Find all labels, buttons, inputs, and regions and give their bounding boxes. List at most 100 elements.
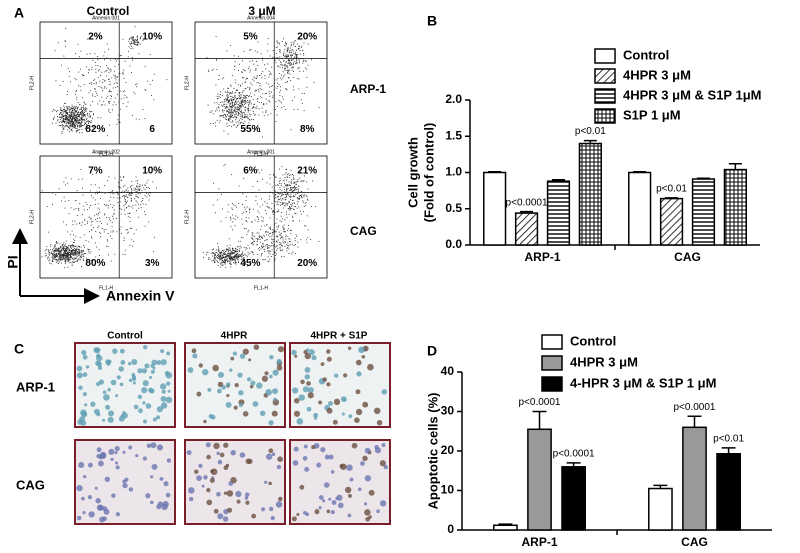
dot xyxy=(263,259,265,261)
plot-xlabel: FL1-H xyxy=(254,151,268,157)
dot xyxy=(66,125,68,127)
dot xyxy=(241,113,243,115)
dot xyxy=(91,121,93,123)
dot xyxy=(111,96,112,97)
dot xyxy=(234,218,236,220)
dot xyxy=(219,115,221,116)
dot xyxy=(256,181,258,182)
dot xyxy=(278,193,280,195)
cell xyxy=(114,446,120,452)
dot xyxy=(278,180,280,182)
dot xyxy=(81,121,83,123)
dot xyxy=(127,101,129,103)
dot xyxy=(67,246,69,248)
dot xyxy=(298,198,300,200)
dot xyxy=(55,249,57,251)
dot xyxy=(70,253,72,255)
dot xyxy=(83,101,85,103)
dot xyxy=(249,253,251,255)
dot xyxy=(272,192,273,194)
dot xyxy=(62,126,64,128)
dot xyxy=(67,118,69,120)
dot xyxy=(223,115,224,117)
dot xyxy=(70,250,72,252)
dot xyxy=(271,91,272,93)
cell xyxy=(124,477,129,482)
cell xyxy=(343,373,348,378)
dot xyxy=(139,192,141,194)
dot xyxy=(72,258,74,260)
dot xyxy=(238,246,240,248)
cell xyxy=(269,374,273,379)
bar xyxy=(483,171,507,246)
dot xyxy=(251,119,253,120)
dot xyxy=(229,263,231,265)
dot xyxy=(119,201,121,203)
dot xyxy=(75,117,77,119)
dot xyxy=(235,119,237,121)
dot xyxy=(64,254,66,256)
dot xyxy=(292,217,294,218)
dot xyxy=(257,221,259,223)
dot xyxy=(292,174,293,175)
cell xyxy=(138,408,143,414)
dot xyxy=(284,67,286,69)
dot xyxy=(166,79,168,81)
dot xyxy=(274,231,276,233)
dot xyxy=(289,208,291,210)
dot xyxy=(276,226,278,228)
dot xyxy=(306,239,308,241)
x-tick-label: CAG xyxy=(674,250,701,264)
y-tick-label: 0 xyxy=(447,522,454,536)
dot xyxy=(273,173,275,175)
dot xyxy=(225,250,227,252)
dot xyxy=(240,100,242,102)
dot xyxy=(293,187,295,188)
dot xyxy=(72,253,74,255)
dot xyxy=(239,245,241,247)
dot xyxy=(110,260,112,262)
dot xyxy=(235,262,237,264)
dot xyxy=(80,113,82,115)
dot xyxy=(110,68,112,70)
dot xyxy=(72,121,74,123)
dot xyxy=(65,252,67,254)
dot xyxy=(95,83,97,85)
dot xyxy=(249,211,250,213)
dot xyxy=(246,234,248,236)
cell xyxy=(368,489,375,496)
cell xyxy=(110,379,117,386)
dot xyxy=(68,106,70,108)
legend-swatch xyxy=(594,48,616,64)
dot xyxy=(54,255,56,257)
dot xyxy=(56,110,58,112)
cell xyxy=(252,401,259,407)
dot xyxy=(262,71,264,72)
dot xyxy=(76,96,78,98)
dot xyxy=(224,91,226,93)
dot xyxy=(255,68,257,69)
dot xyxy=(242,117,244,118)
dot xyxy=(106,204,108,206)
dot xyxy=(67,231,69,233)
dot xyxy=(227,204,229,206)
dot xyxy=(253,76,255,78)
dot xyxy=(231,174,233,176)
cell xyxy=(318,400,323,405)
dot xyxy=(60,251,62,253)
dot xyxy=(117,193,119,195)
dot xyxy=(237,252,239,254)
dot xyxy=(134,40,136,42)
dot xyxy=(238,203,240,204)
cell xyxy=(355,408,363,416)
dot xyxy=(264,225,266,227)
dot xyxy=(230,251,232,253)
dot xyxy=(115,86,117,88)
dot xyxy=(117,186,119,188)
dot xyxy=(78,255,80,257)
dot xyxy=(226,254,228,256)
dot xyxy=(84,111,85,113)
dot xyxy=(72,126,74,127)
dot xyxy=(137,41,139,43)
dot xyxy=(296,203,298,205)
